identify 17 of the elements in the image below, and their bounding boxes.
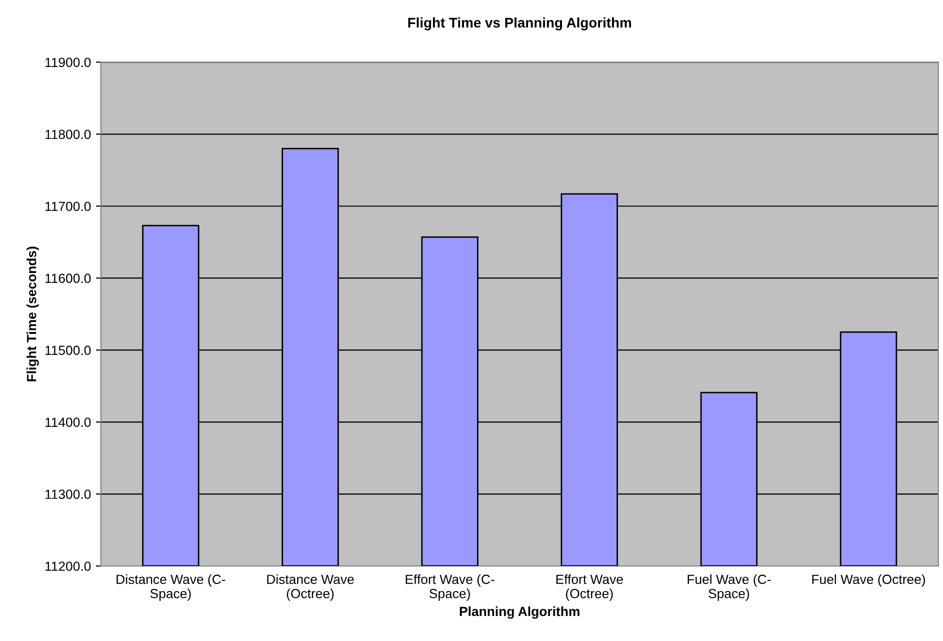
- y-tick-label: 11700.0: [45, 202, 91, 212]
- y-tick-label: 11400.0: [45, 418, 91, 427]
- x-tick-label: Distance Wave (C- Space): [116, 574, 226, 601]
- x-tick-label: Distance Wave (Octree): [267, 574, 354, 601]
- y-tick-label: 11300.0: [45, 490, 91, 499]
- y-tick-label: 11600.0: [45, 274, 91, 284]
- y-tick-label: 11500.0: [45, 346, 91, 355]
- y-tick-label: 11200.0: [45, 562, 91, 571]
- x-tick-label: Effort Wave (Octree): [556, 574, 623, 601]
- x-tick-label: Fuel Wave (Octree): [812, 574, 925, 587]
- y-axis-title: Flight Time (seconds): [26, 246, 39, 382]
- x-tick-label: Fuel Wave (C- Space): [688, 574, 771, 601]
- y-tick-label: 11800.0: [45, 130, 91, 140]
- chart-title: Flight Time vs Planning Algorithm: [408, 17, 632, 30]
- x-axis-title: Planning Algorithm: [460, 606, 580, 619]
- x-tick-label: Effort Wave (C- Space): [406, 574, 494, 601]
- y-tick-label: 11900.0: [45, 58, 91, 68]
